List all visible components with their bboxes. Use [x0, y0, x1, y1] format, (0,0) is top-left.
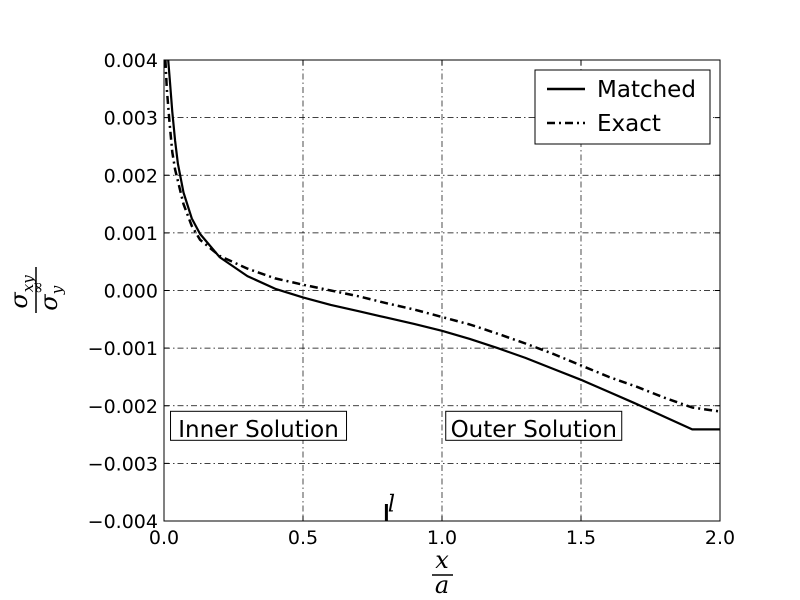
annotation-box [170, 410, 348, 441]
x-axis-label: x a [432, 546, 453, 599]
l-marker-label: l [388, 491, 395, 517]
x-tick-label: 1.0 [427, 527, 457, 549]
y-tick-label: −0.001 [88, 338, 158, 360]
y-tick-label: −0.004 [88, 511, 158, 533]
y-tick-label: 0.004 [104, 50, 158, 72]
y-axis-label: σxy σy∞ [5, 267, 66, 313]
y-tick-label: 0.000 [104, 281, 158, 303]
y-tick-label: 0.001 [104, 223, 158, 245]
y-tick-label: −0.003 [88, 453, 158, 475]
x-tick-label: 1.5 [566, 527, 596, 549]
annotation-box [445, 410, 623, 441]
ticks: 0.0 0.5 1.0 1.5 2.0 0.004 0.003 0.002 0.001 0.000… [88, 50, 735, 549]
y-tick-label: 0.003 [104, 108, 158, 130]
series-line-matched [167, 60, 720, 431]
legend-box [534, 69, 711, 145]
legend: Matched Exact [534, 69, 711, 145]
annotation-label: Outer Solution [451, 417, 617, 443]
y-tick-label: −0.002 [88, 396, 158, 418]
x-axis-label-denominator: a [435, 571, 449, 599]
series-line-exact [164, 60, 720, 413]
annotations: Inner Solution Outer Solution l [170, 410, 623, 521]
y-axis-label-numerator: σxy [5, 275, 37, 309]
x-tick-label: 0.0 [149, 527, 179, 549]
x-tick-label: 2.0 [705, 527, 735, 549]
annotation-label: Inner Solution [178, 417, 339, 443]
legend-label-exact: Exact [597, 111, 661, 137]
series-group [164, 60, 720, 431]
x-axis-label-numerator: x [435, 546, 449, 574]
y-tick-label: 0.002 [104, 165, 158, 187]
legend-label-matched: Matched [597, 77, 696, 103]
x-tick-label: 0.5 [288, 527, 318, 549]
y-axis-label-denominator: σy∞ [29, 281, 66, 310]
